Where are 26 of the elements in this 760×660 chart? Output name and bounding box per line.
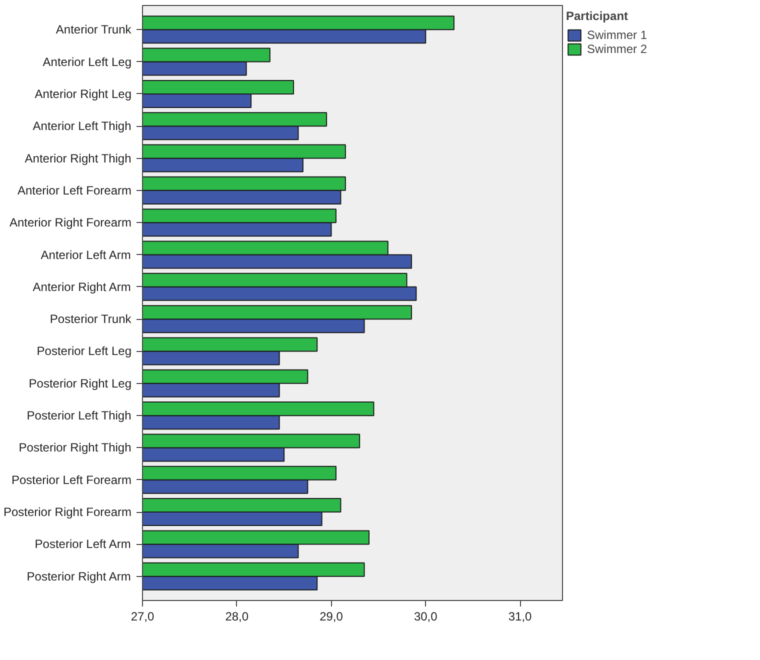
y-tick-label: Anterior Right Forearm: [9, 216, 132, 230]
y-tick-label: Posterior Left Leg: [36, 344, 132, 358]
legend-title: Participant: [566, 9, 630, 23]
y-tick-label: Posterior Trunk: [50, 312, 132, 326]
x-tick-label: 29,0: [320, 610, 344, 624]
y-tick-label: Anterior Right Leg: [34, 86, 132, 101]
y-tick-label: Posterior Right Leg: [28, 376, 132, 390]
y-tick-label: Anterior Right Thigh: [24, 151, 132, 166]
y-tick-label: Anterior Right Arm: [32, 280, 131, 294]
legend-label: Swimmer 2: [587, 42, 648, 56]
x-tick-label: 30,0: [414, 610, 438, 624]
y-tick-label: Posterior Left Arm: [34, 537, 131, 552]
y-tick-label: Anterior Trunk: [56, 22, 132, 37]
y-tick-label: Anterior Left Arm: [40, 248, 131, 262]
x-tick-label: 28,0: [225, 610, 249, 624]
legend-label: Swimmer 1: [587, 28, 648, 42]
y-tick-label: Posterior Left Forearm: [11, 472, 132, 487]
y-tick-label: Posterior Right Forearm: [3, 505, 132, 520]
y-tick-label: Posterior Right Arm: [26, 569, 131, 584]
y-tick-label: Posterior Left Thigh: [26, 408, 132, 423]
y-tick-label: Anterior Left Leg: [42, 54, 132, 69]
y-tick-label: Posterior Right Thigh: [18, 440, 132, 455]
x-tick-label: 31,0: [508, 610, 532, 624]
y-tick-label: Anterior Left Thigh: [32, 119, 132, 134]
y-tick-label: Anterior Left Forearm: [17, 183, 132, 198]
x-tick-label: 27,0: [130, 610, 155, 624]
